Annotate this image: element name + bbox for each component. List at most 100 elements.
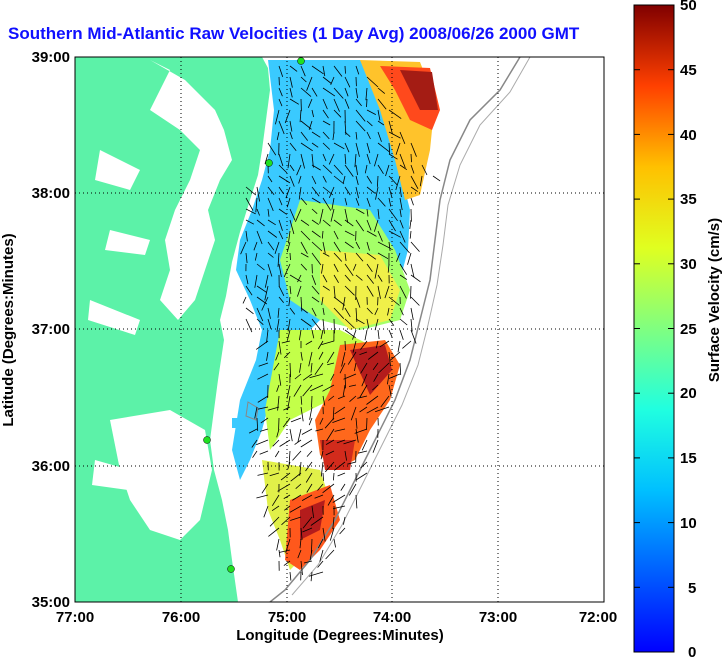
velocity-arrow [311, 87, 318, 97]
velocity-arrow [289, 142, 297, 151]
velocity-arrow [333, 307, 345, 319]
velocity-arrow [355, 494, 358, 509]
velocity-arrow [254, 274, 258, 288]
velocity-arrow [311, 175, 317, 185]
velocity-arrow [340, 483, 346, 491]
velocity-arrow [256, 417, 259, 431]
velocity-arrow [366, 395, 379, 405]
velocity-arrow [296, 164, 302, 176]
velocity-arrow [325, 439, 335, 445]
velocity-arrow [377, 131, 382, 142]
velocity-arrow [388, 186, 393, 198]
velocity-arrow [344, 87, 349, 97]
velocity-arrow [289, 307, 296, 315]
velocity-arrow [366, 142, 371, 154]
y-tick-label: 39:00 [32, 49, 70, 66]
velocity-arrow [378, 362, 390, 374]
velocity-arrow [269, 472, 280, 477]
velocity-arrow [388, 153, 398, 160]
colorbar: 50 45 40 35 30 25 20 15 10 5 0 Surface V… [633, 0, 723, 659]
velocity-arrow [322, 120, 331, 126]
velocity-arrow [289, 175, 295, 187]
velocity-arrow [278, 120, 285, 135]
velocity-arrow [388, 142, 391, 155]
map-title: Southern Mid-Atlantic Raw Velocities (1 … [8, 24, 580, 43]
velocity-arrow [366, 120, 373, 127]
velocity-arrow [286, 241, 291, 253]
velocity-arrow [322, 527, 326, 542]
velocity-arrow [292, 494, 302, 501]
velocity-arrow [301, 428, 313, 435]
velocity-arrow [278, 296, 285, 304]
velocity-arrow [311, 318, 322, 331]
velocity-arrow [319, 549, 324, 562]
velocity-arrow [377, 230, 383, 242]
velocity-arrow [289, 98, 300, 105]
velocity-arrow [388, 318, 395, 326]
velocity-arrow [276, 538, 280, 551]
plot-frame [74, 56, 605, 603]
velocity-arrow [333, 318, 335, 334]
velocity-arrow [300, 263, 307, 271]
velocity-arrow [311, 208, 318, 214]
velocity-arrow [410, 263, 415, 278]
velocity-arrow [399, 274, 408, 280]
velocity-arrow [288, 296, 291, 307]
velocity-arrow [306, 76, 313, 91]
velocity-arrow [258, 362, 269, 367]
velocity-arrow [328, 395, 335, 401]
velocity-arrow [259, 428, 269, 432]
velocity-arrow [332, 494, 346, 503]
velocity-arrow [276, 318, 280, 332]
velocity-arrow [299, 329, 302, 341]
velocity-arrow [305, 461, 313, 472]
x-tick-label: 76:00 [162, 609, 200, 626]
velocity-arrow [399, 186, 402, 198]
velocity-arrow [366, 241, 370, 251]
velocity-arrow [253, 241, 258, 251]
velocity-arrow [305, 472, 313, 483]
velocity-arrow [375, 186, 379, 200]
velocity-arrow [388, 197, 392, 207]
velocity-arrow [421, 164, 428, 176]
velocity-arrow [377, 175, 379, 187]
velocity-arrow [344, 219, 354, 227]
velocity-arrow [283, 560, 291, 566]
velocity-arrow [355, 417, 358, 429]
velocity-arrow [352, 340, 357, 353]
velocity-arrow [264, 274, 269, 288]
velocity-arrow [300, 439, 313, 448]
velocity-arrow [432, 175, 441, 182]
velocity-arrow [302, 384, 313, 397]
velocity-arrow [245, 307, 254, 315]
velocity-arrow [285, 186, 291, 199]
velocity-arrow [267, 186, 275, 195]
velocity-arrow [384, 285, 390, 299]
velocity-arrow [344, 263, 354, 277]
velocity-arrow [289, 505, 302, 513]
x-tick-label: 77:00 [56, 609, 94, 626]
velocity-arrow [366, 318, 370, 329]
velocity-arrow [328, 153, 335, 165]
velocity-arrow [322, 384, 335, 392]
velocity-arrow [333, 252, 343, 262]
velocity-arrow [267, 230, 278, 238]
velocity-arrow [399, 362, 402, 376]
station-marker-3 [203, 436, 211, 444]
velocity-arrow [373, 219, 379, 232]
velocity-arrow [321, 340, 335, 345]
velocity-arrow [255, 340, 269, 350]
velocity-arrow [309, 373, 324, 379]
velocity-arrow [267, 175, 273, 183]
velocity-arrow [322, 307, 325, 315]
x-tick-label: 75:00 [268, 609, 306, 626]
velocity-arrow [356, 472, 368, 480]
velocity-arrow [322, 252, 330, 257]
velocity-arrow [333, 230, 339, 240]
velocity-arrow [419, 175, 423, 187]
velocity-arrow [354, 153, 357, 168]
velocity-arrow [348, 384, 357, 387]
velocity-arrow [388, 329, 393, 338]
velocity-arrow [257, 406, 269, 410]
velocity-arrow [300, 153, 305, 169]
